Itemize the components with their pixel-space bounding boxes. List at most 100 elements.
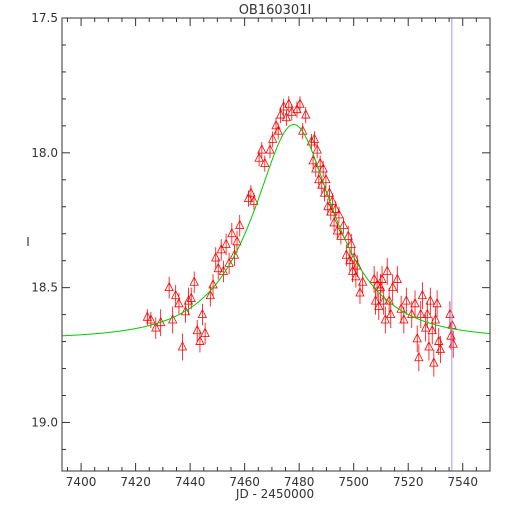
data-point xyxy=(216,239,226,261)
triangle-marker xyxy=(235,219,245,230)
data-point xyxy=(195,330,205,353)
data-point xyxy=(424,333,434,361)
triangle-marker xyxy=(351,270,361,281)
data-point xyxy=(386,301,396,329)
triangle-marker xyxy=(427,324,437,335)
plot-frame xyxy=(61,17,491,472)
triangle-marker xyxy=(292,103,302,114)
data-point xyxy=(374,293,384,320)
x-tick-label: 7520 xyxy=(393,475,424,489)
model-layer xyxy=(61,123,491,337)
triangle-marker xyxy=(315,157,325,168)
data-point xyxy=(211,247,221,269)
triangle-marker xyxy=(195,335,205,345)
triangle-marker xyxy=(151,322,161,332)
triangle-marker xyxy=(422,308,432,319)
triangle-marker xyxy=(429,357,439,367)
triangle-marker xyxy=(399,314,409,324)
data-point xyxy=(312,142,322,159)
triangle-marker xyxy=(358,276,368,286)
data-point xyxy=(414,344,424,372)
data-point xyxy=(318,160,328,178)
data-point xyxy=(351,266,361,288)
x-axis-label: JD - 2450000 xyxy=(235,487,314,501)
triangle-marker xyxy=(232,235,242,246)
data-point xyxy=(164,276,174,299)
data-point xyxy=(332,222,342,240)
triangle-marker xyxy=(174,297,184,308)
triangle-marker xyxy=(284,98,294,108)
triangle-marker xyxy=(164,281,174,292)
data-point xyxy=(265,142,275,159)
triangle-marker xyxy=(200,327,210,337)
data-point xyxy=(382,257,392,285)
triangle-marker xyxy=(314,173,324,184)
data-point xyxy=(429,349,439,377)
triangle-marker xyxy=(343,230,353,240)
triangle-marker xyxy=(352,260,362,270)
data-point xyxy=(380,306,390,334)
triangle-marker xyxy=(268,133,278,143)
triangle-marker xyxy=(332,225,342,235)
data-point xyxy=(352,255,362,277)
data-point xyxy=(309,131,320,148)
data-point xyxy=(180,301,191,323)
data-point xyxy=(343,225,353,248)
y-tick-label: 18.0 xyxy=(31,146,58,160)
data-point xyxy=(422,301,432,329)
triangle-marker xyxy=(323,200,333,211)
data-point xyxy=(232,231,242,253)
triangle-marker xyxy=(205,289,215,300)
data-point xyxy=(192,320,202,342)
triangle-marker xyxy=(331,203,341,213)
data-point xyxy=(246,185,256,202)
triangle-marker xyxy=(416,308,426,319)
x-tick-label: 7460 xyxy=(229,475,260,489)
data-point xyxy=(345,249,355,272)
triangle-marker xyxy=(377,273,387,283)
data-point xyxy=(235,214,245,237)
data-point xyxy=(327,193,338,210)
data-point xyxy=(314,171,324,188)
y-axis-label: I xyxy=(26,235,30,249)
data-point xyxy=(369,266,379,294)
data-point xyxy=(392,266,402,294)
triangle-marker xyxy=(338,219,349,230)
triangle-marker xyxy=(430,314,441,324)
data-point xyxy=(372,271,382,299)
data-point xyxy=(295,96,305,113)
triangle-marker xyxy=(410,297,420,308)
data-point xyxy=(370,287,381,315)
chart-title: OB160301I xyxy=(239,3,312,18)
triangle-marker xyxy=(265,144,275,154)
x-tick-label: 7440 xyxy=(175,475,206,489)
data-point xyxy=(227,222,237,245)
triangle-marker xyxy=(355,287,365,297)
data-point xyxy=(221,233,231,256)
triangle-marker xyxy=(327,195,338,205)
data-point xyxy=(331,201,341,218)
triangle-marker xyxy=(180,306,191,316)
triangle-marker xyxy=(183,295,194,305)
data-point xyxy=(171,284,181,307)
triangle-marker xyxy=(146,314,156,324)
triangle-marker xyxy=(341,249,351,259)
triangle-marker xyxy=(347,265,358,275)
data-point xyxy=(260,155,270,172)
data-point xyxy=(323,198,333,215)
data-point xyxy=(213,257,223,280)
triangle-marker xyxy=(346,238,356,248)
triangle-marker xyxy=(321,173,331,184)
triangle-marker xyxy=(369,273,379,283)
data-point xyxy=(379,287,389,315)
x-tick-label: 7400 xyxy=(66,475,97,489)
data-point xyxy=(396,295,406,323)
triangle-marker xyxy=(221,238,231,248)
data-point xyxy=(425,287,435,315)
triangle-marker xyxy=(171,289,181,300)
triangle-marker xyxy=(386,308,396,319)
triangle-marker xyxy=(372,279,382,289)
data-point xyxy=(174,293,184,315)
triangle-marker xyxy=(281,111,292,122)
